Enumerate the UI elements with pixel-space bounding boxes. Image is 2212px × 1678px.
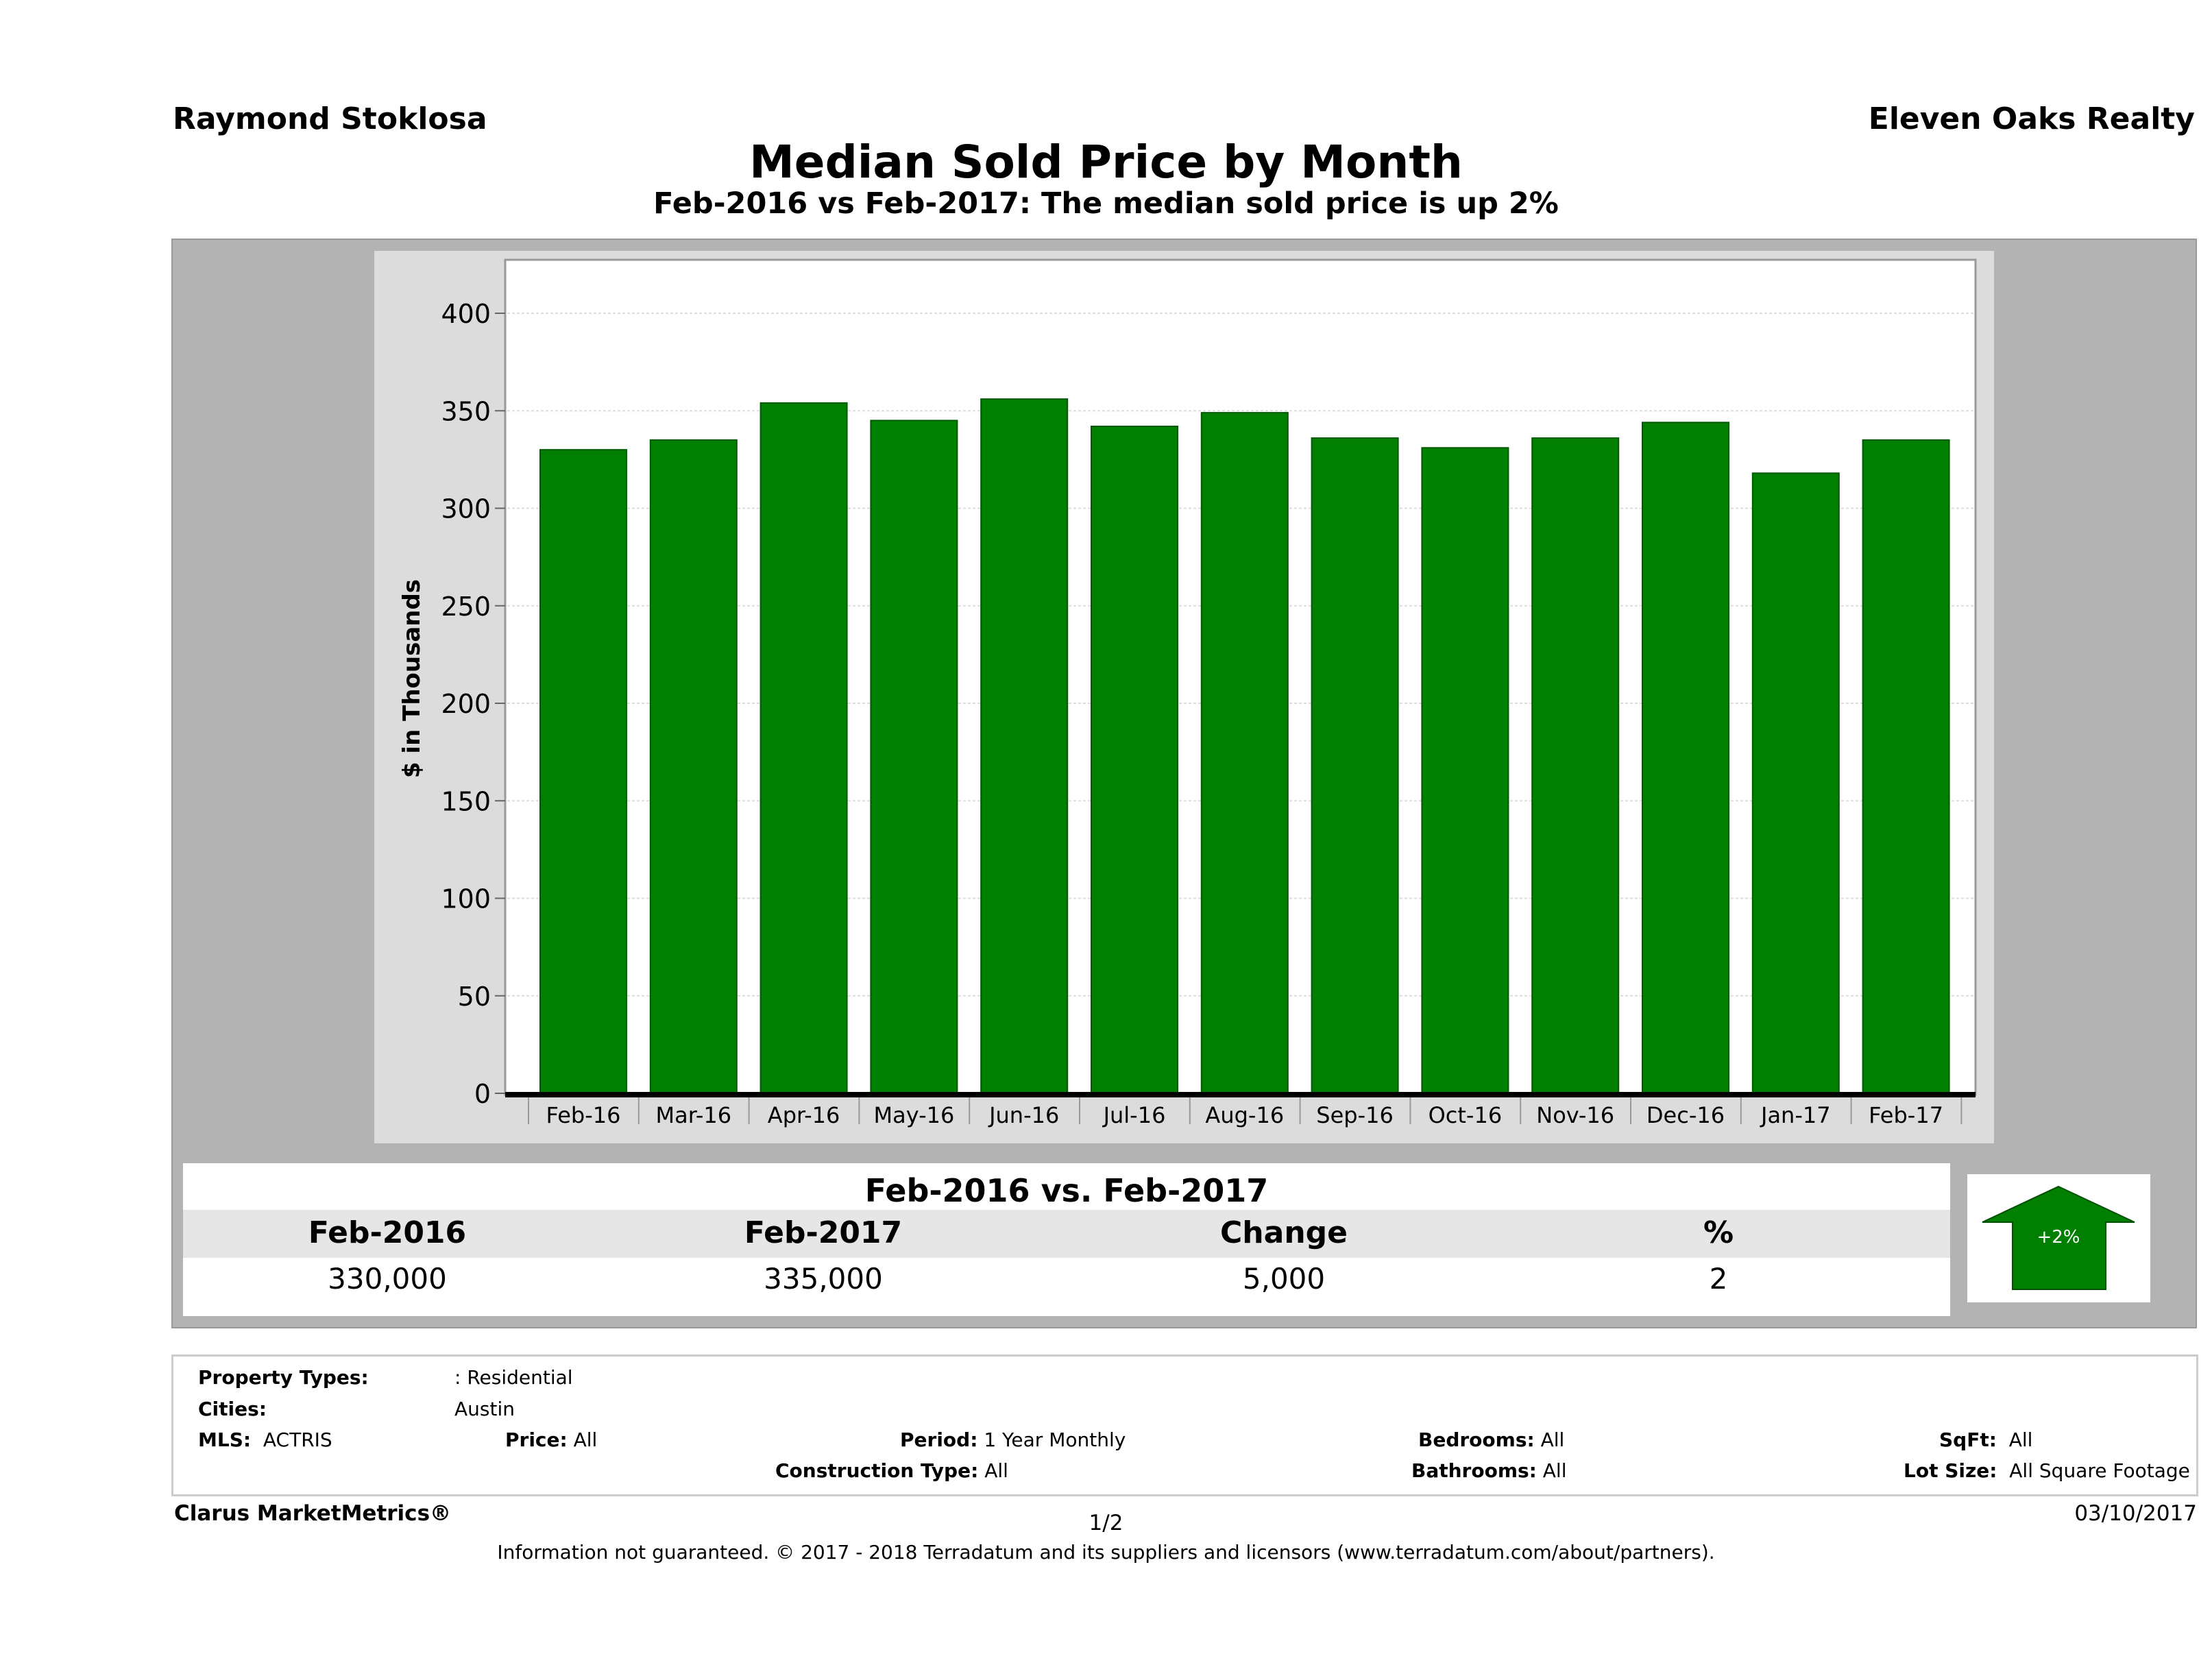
bar-Mar-16	[649, 439, 738, 1094]
x-tick-label: Jan-17	[1760, 1102, 1831, 1128]
bar-Sep-16	[1311, 437, 1399, 1094]
bar-Feb-17	[1862, 439, 1950, 1094]
bar-Jun-16	[980, 398, 1069, 1094]
y-tick-label: 300	[441, 494, 491, 524]
y-tick-label: 400	[441, 299, 491, 329]
arrow-up-icon: +2%	[1982, 1185, 2135, 1290]
header-change: Change	[1220, 1215, 1348, 1250]
sqft-value: All	[2008, 1428, 2033, 1451]
page-title: Median Sold Price by Month	[749, 136, 1463, 189]
bedrooms-value: All	[1540, 1428, 1565, 1451]
bar-Feb-16	[539, 449, 627, 1094]
page-number: 1/2	[1089, 1511, 1123, 1535]
construction-value: All	[984, 1459, 1008, 1482]
bar-Oct-16	[1421, 447, 1509, 1094]
y-tick-label: 150	[441, 786, 491, 816]
report-date: 03/10/2017	[2074, 1501, 2197, 1526]
cities-value: Austin	[454, 1398, 515, 1420]
bar-Aug-16	[1200, 412, 1289, 1094]
bathrooms-value: All	[1542, 1459, 1567, 1482]
comparison-title: Feb-2016 vs. Feb-2017	[864, 1172, 1269, 1209]
sqft-label: SqFt:	[1939, 1428, 1997, 1451]
comparison-header-row: Feb-2016 Feb-2017 Change %	[183, 1210, 1950, 1254]
value-percent: 2	[1709, 1262, 1728, 1296]
bar-chart: 0 50 100 150 200 250 300 350 400 Feb-16 Mar-16 Apr…	[398, 258, 1977, 1128]
mls-value: ACTRIS	[263, 1428, 332, 1451]
x-tick-label: Dec-16	[1646, 1102, 1725, 1128]
x-tick-label: Jul-16	[1102, 1102, 1166, 1128]
x-tick-label: Feb-17	[1869, 1102, 1943, 1128]
header-feb-2017: Feb-2017	[744, 1215, 903, 1250]
comparison-table: Feb-2016 vs. Feb-2017 Feb-2016 Feb-2017 …	[183, 1163, 1950, 1316]
lot-size-label: Lot Size:	[1904, 1459, 1997, 1482]
bathrooms-label: Bathrooms:	[1411, 1459, 1537, 1482]
bar-May-16	[870, 420, 958, 1094]
mls-label: MLS:	[198, 1428, 252, 1451]
value-feb-2016: 330,000	[328, 1262, 447, 1296]
y-tick-label: 200	[441, 689, 491, 719]
agent-name: Raymond Stoklosa	[173, 101, 487, 136]
bar-Jan-17	[1751, 472, 1840, 1094]
y-tick-label: 0	[474, 1079, 491, 1109]
y-tick-label: 350	[441, 396, 491, 426]
brokerage-name: Eleven Oaks Realty	[1868, 101, 2195, 136]
filter-summary: Property Types: : Residential Cities: Au…	[171, 1354, 2198, 1496]
x-tick-label: Oct-16	[1429, 1102, 1503, 1128]
comparison-value-row: 330,000 335,000 5,000 2	[183, 1258, 1950, 1299]
x-tick-label: Jun-16	[988, 1102, 1059, 1128]
page-subtitle: Feb-2016 vs Feb-2017: The median sold pr…	[653, 186, 1559, 221]
change-badge-label: +2%	[2037, 1227, 2080, 1248]
price-value: All	[573, 1428, 598, 1451]
header-feb-2016: Feb-2016	[308, 1215, 467, 1250]
y-axis-label: $ in Thousands	[398, 579, 426, 778]
bar-Jul-16	[1091, 426, 1178, 1094]
property-types-label: Property Types:	[198, 1366, 369, 1389]
x-tick-label: Apr-16	[768, 1102, 840, 1128]
y-tick-label: 100	[441, 884, 491, 914]
x-tick-label: Mar-16	[656, 1102, 732, 1128]
bar-Apr-16	[759, 402, 848, 1094]
value-feb-2017: 335,000	[764, 1262, 883, 1296]
x-tick-label: Nov-16	[1536, 1102, 1614, 1128]
period-value: 1 Year Monthly	[984, 1428, 1126, 1451]
cities-label: Cities:	[198, 1398, 267, 1420]
x-tick-label: May-16	[873, 1102, 954, 1128]
y-tick-label: 250	[441, 592, 491, 622]
bar-Dec-16	[1642, 422, 1729, 1094]
divider	[183, 1254, 1950, 1258]
bedrooms-label: Bedrooms:	[1418, 1428, 1535, 1451]
lot-size-value: All Square Footage	[2009, 1459, 2190, 1482]
construction-label: Construction Type:	[775, 1459, 979, 1482]
x-tick-label: Aug-16	[1205, 1102, 1284, 1128]
x-tick-label: Sep-16	[1316, 1102, 1394, 1128]
property-types-value: : Residential	[454, 1366, 573, 1389]
bar-Nov-16	[1531, 437, 1620, 1094]
price-label: Price:	[505, 1428, 568, 1451]
header-percent: %	[1703, 1215, 1734, 1250]
brand-footer: Clarus MarketMetrics®	[174, 1501, 452, 1526]
value-change: 5,000	[1242, 1262, 1326, 1296]
disclaimer: Information not guaranteed. © 2017 - 201…	[497, 1541, 1715, 1564]
y-tick-label: 50	[458, 982, 491, 1012]
change-badge: +2%	[1967, 1174, 2150, 1302]
period-label: Period:	[900, 1428, 978, 1451]
x-tick-label: Feb-16	[546, 1102, 621, 1128]
